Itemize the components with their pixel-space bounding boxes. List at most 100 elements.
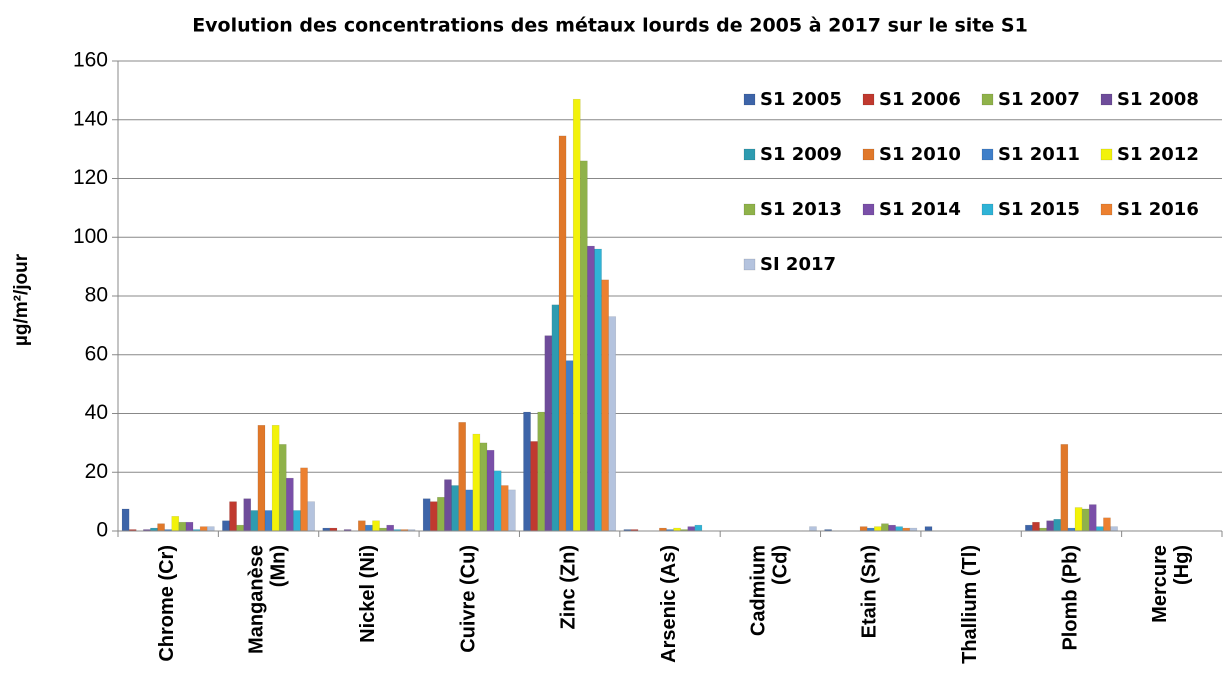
legend-label: S1 2006	[879, 89, 961, 110]
bar	[544, 335, 553, 532]
bar	[307, 501, 315, 532]
bar	[479, 442, 488, 532]
x-tick-label: Arsenic (As)	[658, 545, 680, 663]
legend-swatch	[743, 93, 756, 106]
legend-swatch	[743, 148, 756, 161]
bar	[264, 510, 273, 532]
bar	[222, 520, 230, 532]
bar	[1025, 524, 1033, 532]
legend-swatch	[862, 203, 875, 216]
y-axis-label: µg/m²/jour	[11, 253, 32, 346]
bar	[1074, 507, 1083, 532]
x-tick-label: Mercure(Hg)	[1149, 545, 1193, 623]
x-tick-label: Cuivre (Cu)	[458, 545, 480, 653]
y-tick-label: 160	[73, 49, 108, 72]
y-tick-label: 140	[73, 107, 108, 130]
legend-swatch	[1100, 148, 1113, 161]
y-tick-label: 100	[73, 225, 108, 248]
x-tick-label: Nickel (Ni)	[357, 545, 379, 643]
bar	[243, 498, 252, 532]
legend-swatch	[981, 148, 994, 161]
bar	[572, 98, 581, 532]
y-tick-label: 120	[73, 166, 108, 189]
bar	[278, 444, 287, 532]
bar	[1110, 526, 1118, 532]
legend-label: S1 2016	[1117, 199, 1199, 220]
bar	[257, 425, 266, 532]
bar	[530, 441, 538, 532]
x-tick-label-line: Plomb (Pb)	[1060, 545, 1082, 651]
x-tick-label: Manganèse(Mn)	[246, 545, 290, 654]
bar	[372, 520, 380, 532]
bar	[888, 524, 896, 532]
y-tick-label: 20	[85, 460, 108, 483]
legend-label: S1 2013	[760, 199, 842, 220]
bar	[687, 526, 696, 532]
bar	[500, 485, 509, 532]
legend-label: S1 2009	[760, 144, 842, 165]
bar	[1103, 517, 1111, 532]
bar	[271, 425, 280, 532]
bar	[551, 304, 560, 532]
x-tick-label-line: Arsenic (As)	[658, 545, 680, 663]
x-tick-label-line: Thallium (Tl)	[959, 545, 981, 664]
bar	[587, 245, 595, 532]
bar	[580, 160, 588, 532]
bar	[250, 510, 259, 532]
bar	[493, 470, 502, 532]
legend-label: S1 2008	[1117, 89, 1199, 110]
bar	[608, 316, 617, 532]
x-tick-label: Chrome (Cr)	[156, 545, 178, 662]
y-tick-label: 60	[85, 342, 108, 365]
y-tick-label: 0	[96, 519, 108, 542]
bar	[594, 248, 602, 532]
bar	[178, 521, 187, 532]
legend-swatch	[981, 93, 994, 106]
bar	[185, 521, 194, 532]
bar	[236, 524, 244, 532]
bar	[171, 516, 180, 532]
bar	[422, 498, 431, 532]
bar	[429, 501, 438, 532]
bar	[1060, 444, 1069, 532]
bar	[229, 501, 237, 532]
bar	[537, 411, 546, 532]
x-tick-label-line: Chrome (Cr)	[156, 545, 178, 662]
x-tick-label-line: Zinc (Zn)	[558, 545, 580, 629]
bar	[444, 479, 452, 532]
x-tick-label-line: (Hg)	[1171, 545, 1193, 585]
bar	[437, 496, 445, 532]
bar	[1081, 508, 1090, 532]
bar	[874, 526, 882, 532]
y-tick-label: 40	[85, 401, 108, 424]
legend-label: S1 2010	[879, 144, 961, 165]
y-tick-label: 80	[85, 284, 108, 307]
x-tick-label-line: Cadmium	[748, 545, 770, 636]
bar	[286, 477, 294, 532]
bar	[565, 360, 574, 532]
x-tick-label: Cadmium(Cd)	[748, 545, 792, 636]
bar	[157, 523, 165, 532]
legend-label: SI 2017	[760, 254, 836, 275]
bar	[458, 422, 466, 532]
bar	[924, 526, 933, 532]
legend-label: S1 2005	[760, 89, 842, 110]
bar	[1032, 521, 1040, 532]
legend-label: S1 2014	[879, 199, 961, 220]
bar	[694, 524, 703, 532]
legend-label: S1 2007	[998, 89, 1080, 110]
x-tick-label-line: Nickel (Ni)	[357, 545, 379, 643]
bar	[386, 524, 395, 532]
bar	[365, 524, 373, 532]
chart-title: Evolution des concentrations des métaux …	[192, 15, 1028, 37]
bar	[558, 135, 567, 532]
legend-swatch	[743, 258, 756, 271]
x-tick-label-line: (Cd)	[770, 545, 792, 585]
x-tick-label-line: Cuivre (Cu)	[458, 545, 480, 653]
legend-label: S1 2012	[1117, 144, 1199, 165]
bar	[300, 467, 308, 532]
bar	[358, 520, 366, 532]
bar	[121, 508, 130, 532]
bar	[1096, 526, 1104, 532]
